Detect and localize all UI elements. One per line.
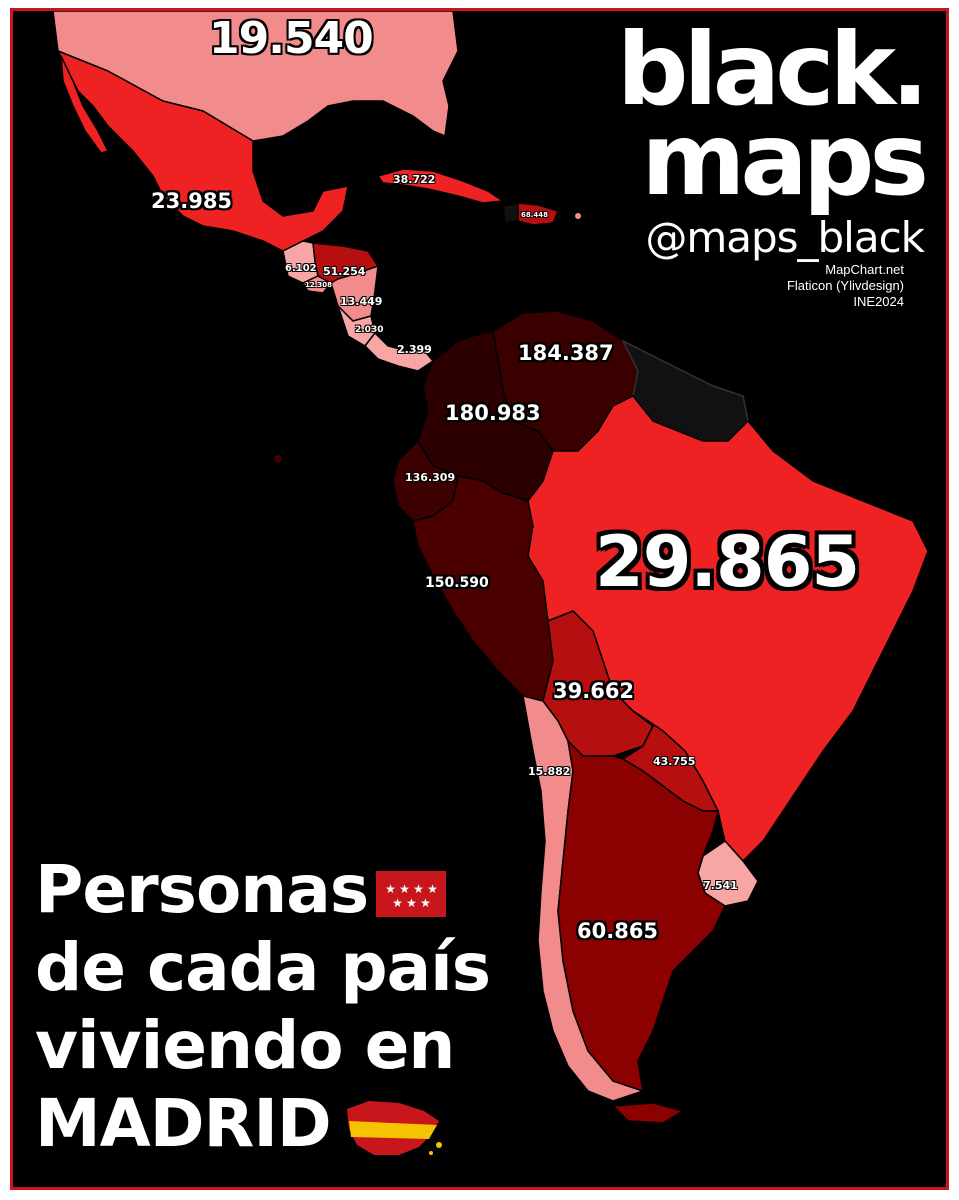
title-line-4-text: MADRID (35, 1085, 332, 1162)
label-argentina: 60.865 (577, 919, 659, 943)
country-argentina[interactable] (557, 738, 726, 1093)
svg-text:★: ★ (392, 896, 402, 910)
credit-ine: INE2024 (853, 294, 904, 309)
title-line-1-text: Personas (35, 851, 369, 928)
title-line-4: MADRID (35, 1085, 490, 1163)
label-colombia: 180.983 (445, 401, 541, 425)
credit-flaticon: Flaticon (Ylivdesign) (786, 278, 904, 293)
title-line-3: viviendo en (35, 1007, 455, 1084)
label-guatemala: 6.102 (285, 263, 317, 274)
label-dominican-republic: 68.448 (521, 211, 549, 219)
poster-title: Personas ★ ★ ★ ★ ★ ★ ★ de cada país viviendo … (35, 851, 491, 1163)
svg-text:★: ★ (413, 882, 423, 896)
puerto-rico-dot (575, 213, 581, 219)
country-mexico[interactable] (56, 49, 349, 252)
label-bolivia: 39.662 (553, 679, 635, 703)
title-line-2: de cada país (35, 929, 491, 1006)
country-haiti (502, 202, 519, 224)
label-honduras: 51.254 (323, 265, 366, 278)
svg-text:★: ★ (406, 896, 416, 910)
americas-map (52, 11, 929, 1124)
credit-mapchart: MapChart.net (825, 262, 904, 277)
madrid-flag-icon: ★ ★ ★ ★ ★ ★ ★ (376, 870, 447, 917)
brand-block: black. maps @maps_black MapChart.net Fla… (616, 11, 929, 310)
label-chile: 15.882 (528, 765, 571, 778)
title-line-1: Personas ★ ★ ★ ★ ★ ★ ★ (35, 851, 490, 929)
label-peru: 150.590 (425, 575, 489, 591)
label-venezuela: 184.387 (518, 341, 614, 365)
galapagos-dot (274, 455, 282, 463)
label-costa-rica: 2.030 (355, 325, 384, 335)
country-panama[interactable] (364, 331, 435, 372)
label-cuba: 38.722 (393, 173, 436, 186)
label-brazil: 29.865 (595, 521, 860, 603)
label-uruguay: 7.541 (703, 879, 738, 892)
svg-text:★: ★ (385, 882, 395, 896)
svg-text:★: ★ (399, 882, 409, 896)
country-dominican-republic[interactable] (517, 202, 560, 226)
label-mexico: 23.985 (151, 189, 233, 213)
label-paraguay: 43.755 (653, 755, 696, 768)
brand-title-line1: black. (616, 11, 929, 128)
country-el-salvador[interactable] (301, 275, 333, 294)
svg-text:★: ★ (420, 896, 430, 910)
label-panama: 2.399 (397, 343, 432, 356)
svg-text:★: ★ (427, 882, 437, 896)
label-nicaragua: 13.449 (340, 295, 383, 308)
tierra-del-fuego (611, 1102, 685, 1124)
country-cuba[interactable] (376, 168, 506, 204)
brand-title-line2: maps (641, 101, 929, 218)
brand-handle: @maps_black (645, 213, 925, 262)
label-usa: 19.540 (209, 13, 374, 64)
baja-california (60, 55, 110, 154)
spain-map-flag-icon (346, 1100, 442, 1155)
map-area: 19.540 23.985 38.722 68.448 6.102 12.308… (10, 8, 949, 1190)
label-el-salvador: 12.308 (305, 281, 333, 289)
label-ecuador: 136.309 (405, 471, 456, 484)
